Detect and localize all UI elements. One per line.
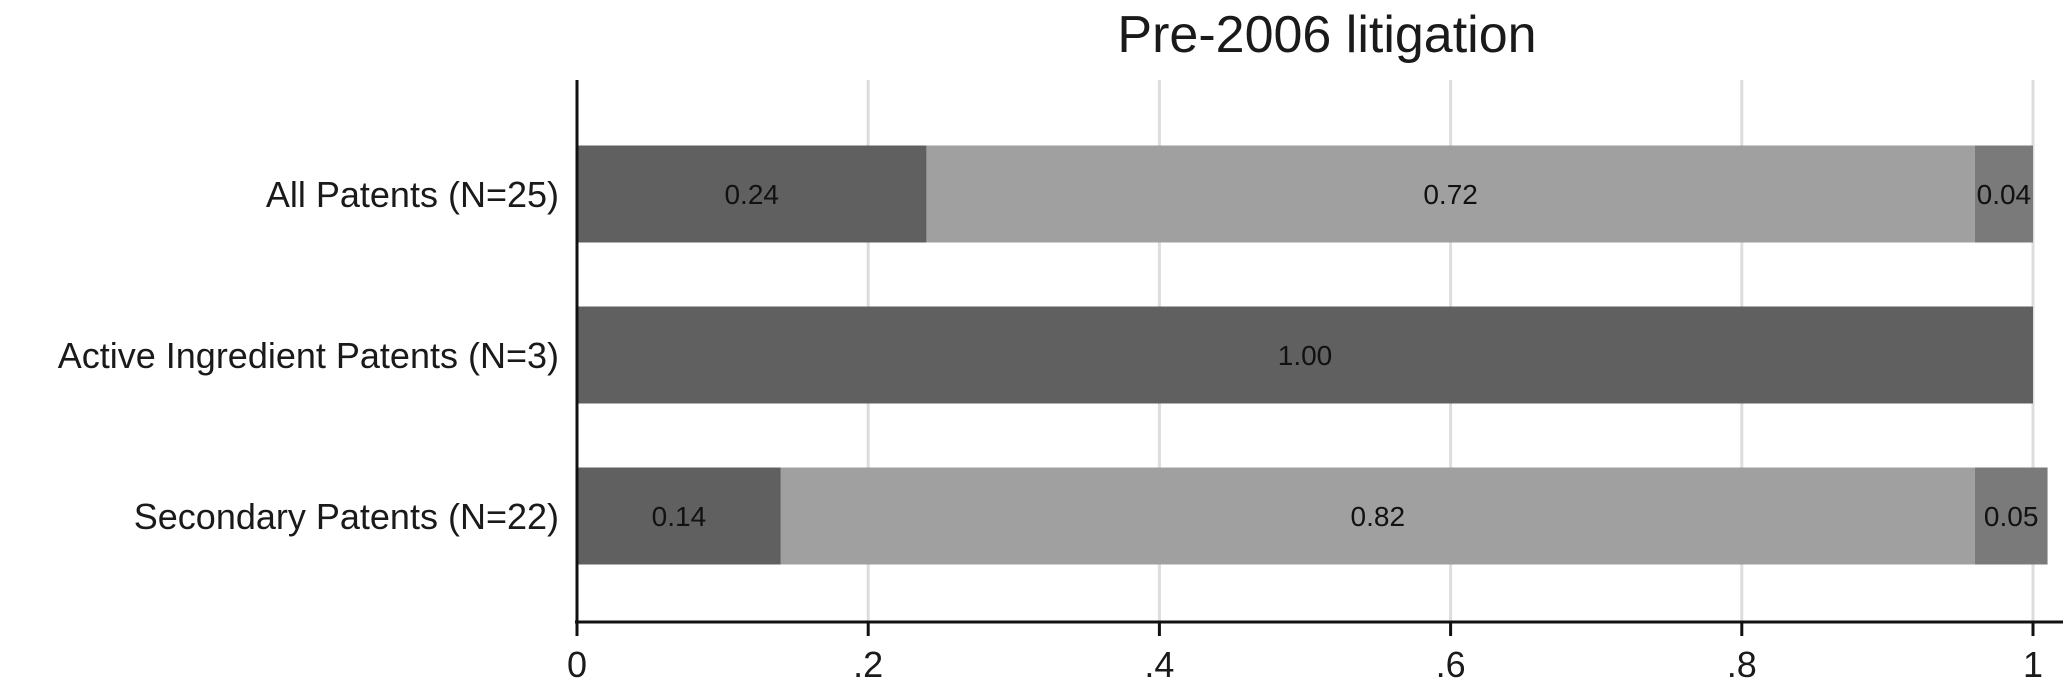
bar-segment xyxy=(1974,467,2048,565)
x-tick-label: .8 xyxy=(1727,644,1757,685)
bar-segment xyxy=(577,145,927,243)
axes: All Patents (N=25) Active Ingredient Pate… xyxy=(58,80,2063,685)
bar-segment xyxy=(1974,145,2033,243)
data-label: 1.00 xyxy=(1278,340,1333,371)
x-tick-label: .6 xyxy=(1436,644,1466,685)
bars xyxy=(577,145,2048,565)
bar-segment xyxy=(780,467,1975,565)
bar-segment xyxy=(577,467,781,565)
category-label: Secondary Patents (N=22) xyxy=(134,496,559,537)
x-tick-label: .2 xyxy=(853,644,883,685)
data-label: 0.82 xyxy=(1351,501,1406,532)
chart-title: Pre-2006 litigation xyxy=(1117,6,1536,64)
data-label: 0.14 xyxy=(652,501,707,532)
data-label: 0.24 xyxy=(724,179,779,210)
data-label: 0.04 xyxy=(1977,179,2032,210)
bar-segment xyxy=(577,306,2033,404)
bar-segment xyxy=(926,145,1975,243)
x-tick-label: 1 xyxy=(2023,644,2043,685)
data-label: 0.05 xyxy=(1984,501,2039,532)
category-label: Active Ingredient Patents (N=3) xyxy=(58,335,559,376)
x-tick-label: .4 xyxy=(1144,644,1174,685)
category-label: All Patents (N=25) xyxy=(266,174,559,215)
data-label: 0.72 xyxy=(1423,179,1478,210)
data-labels: 0.24 0.72 0.04 1.00 0.14 0.82 0.05 xyxy=(652,179,2039,532)
x-tick-label: 0 xyxy=(567,644,587,685)
